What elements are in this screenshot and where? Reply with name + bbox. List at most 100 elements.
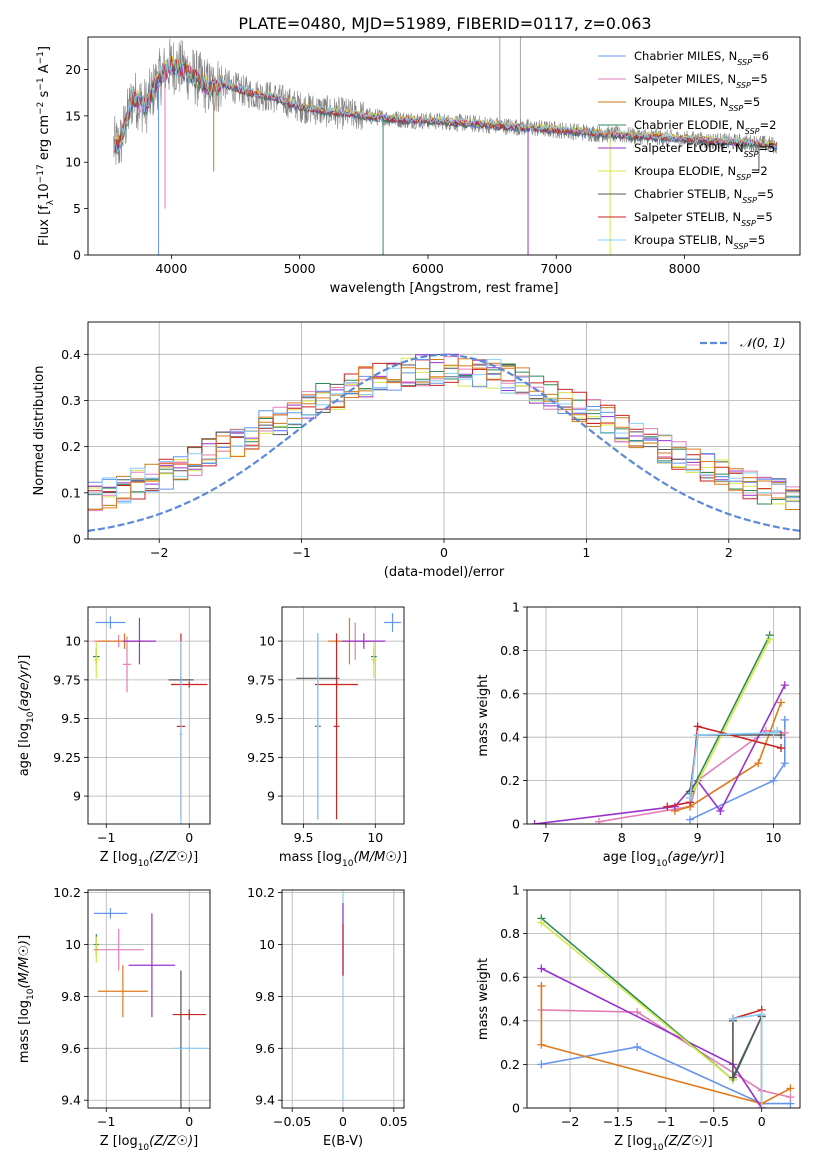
mass-weight-line (732, 1016, 763, 1108)
legend-label: Chabrier MILES, NSSP=6 (634, 49, 769, 67)
figure-title: PLATE=0480, MJD=51989, FIBERID=0117, z=0… (238, 14, 651, 33)
plot-area-massweight-vs-Z (537, 914, 795, 1108)
label-part: SSP (742, 196, 757, 205)
label-part: mass [log (279, 850, 342, 865)
x-tick-label: 9.5 (294, 830, 314, 845)
plus-marker (530, 820, 539, 824)
legend-label: Chabrier ELODIE, NSSP=2 (634, 118, 776, 136)
label-part: SSP (741, 219, 756, 228)
label-part: 10 (342, 859, 354, 869)
x-tick-label: 0 (339, 1114, 347, 1129)
label-part: SSP (745, 127, 760, 136)
label-part: (age/yr) (17, 660, 32, 712)
x-tick-label: 7 (542, 830, 550, 845)
plus-marker (595, 817, 604, 824)
plot-area-age-vs-mass (296, 613, 402, 820)
y-tick-label: 10.2 (53, 885, 81, 900)
x-tick-label: 1 (582, 545, 590, 560)
x-tick-label: 5000 (284, 261, 316, 276)
axes-frame (281, 606, 405, 825)
axes-massweight-vs-Z: −2 −1.5 −1 −0.5 0 0 0.2 0.4 0.6 0.8 1 Z [log10(Z/Z☉… (476, 883, 801, 1153)
y-tick-label: 0.2 (61, 439, 81, 454)
mass-weight-line (540, 985, 791, 1105)
residual-histogram (88, 359, 800, 502)
y-tick-label: 0.4 (61, 347, 81, 362)
y-tick-label: 9.4 (61, 1093, 81, 1108)
label-part: SSP (737, 58, 752, 67)
label-part: 10 (26, 711, 36, 723)
mass-weight-line (689, 634, 771, 794)
x-axis-label: E(B-V) (323, 1134, 363, 1149)
plus-marker (780, 759, 789, 768)
plot-area-mass-vs-Z (93, 908, 206, 1108)
label-part: 10 (656, 859, 668, 869)
label-part: ] (719, 850, 724, 865)
mass-weight-line (689, 730, 778, 799)
label-part: Salpeter ELODIE, N (634, 141, 744, 155)
y-tick-label: 9.5 (255, 711, 275, 726)
errorbar-point (316, 633, 320, 820)
label-part: ] (37, 46, 52, 51)
y-tick-label: 9.25 (247, 750, 275, 765)
x-tick-label: 10 (766, 830, 782, 845)
label-part: A (37, 64, 52, 77)
axes-frame (87, 606, 211, 825)
axes-frame (526, 889, 801, 1109)
label-part: =5 (757, 187, 774, 201)
legend-label: Kroupa MILES, NSSP=5 (634, 95, 760, 113)
plus-marker (686, 793, 695, 802)
errorbar-point (172, 1045, 206, 1051)
normal-curve (88, 353, 800, 532)
y-tick-label: 0 (73, 248, 81, 263)
label-part: =6 (752, 49, 769, 63)
label-part: 10 (138, 859, 150, 869)
x-tick-label: −1 (657, 1114, 675, 1129)
x-tick-label: −0.5 (699, 1114, 729, 1129)
axes-spectrum: 4000 5000 6000 7000 8000 0 5 10 15 20 wavelength [… (36, 36, 801, 296)
y-tick-label: 9 (73, 789, 81, 804)
axes-frame (87, 889, 211, 1109)
x-tick-label: 8 (618, 830, 626, 845)
errorbar-point (95, 616, 126, 629)
y-tick-label: 9.6 (61, 1041, 81, 1056)
x-tick-label: −2 (150, 545, 168, 560)
label-part: =5 (743, 95, 760, 109)
label-part: Z [log (614, 1134, 652, 1149)
plus-marker (693, 731, 702, 740)
legend-label: Salpeter STELIB, NSSP=5 (634, 210, 773, 228)
plus-marker (786, 1093, 795, 1102)
x-tick-label: 0.05 (380, 1114, 408, 1129)
label-part: Chabrier MILES, N (634, 49, 737, 63)
label-part: Z [log (100, 1134, 138, 1149)
plus-marker (537, 964, 546, 973)
y-tick-label: 0.1 (61, 485, 81, 500)
errorbar-point (122, 617, 157, 665)
legend-label: Chabrier STELIB, NSSP=5 (634, 187, 774, 205)
x-tick-label: −0.05 (273, 1114, 311, 1129)
x-axis-label: Z [log10(Z/Z☉)] (100, 850, 198, 869)
x-tick-label: −2 (561, 1114, 579, 1129)
label-part: 10 (138, 1143, 150, 1153)
axes-frame (87, 321, 801, 540)
label-part: Chabrier ELODIE, N (634, 118, 745, 132)
x-tick-label: 2 (725, 545, 733, 560)
label-part: (age/yr) (667, 850, 719, 865)
label-part: (M/M☉) (353, 850, 402, 865)
plus-marker (777, 744, 786, 753)
y-tick-label: 10 (65, 634, 81, 649)
label-part: (M/M☉) (17, 940, 32, 989)
errorbar-point (342, 923, 344, 976)
plus-marker (663, 802, 672, 811)
y-tick-label: 0.6 (500, 686, 520, 701)
plus-marker (537, 981, 546, 990)
label-part: ] (193, 850, 198, 865)
axes-frame (281, 889, 405, 1109)
axes-mass-vs-ebv: −0.05 0 0.05 9.4 9.6 9.8 10 10.2 E(B-V) (247, 885, 408, 1149)
plus-marker (633, 1008, 642, 1017)
plot-area-residuals (88, 353, 800, 532)
y-tick-label: 0.4 (500, 730, 520, 745)
mass-weight-line (540, 922, 734, 1081)
label-part: (Z/Z☉) (149, 1134, 193, 1149)
x-axis-label: mass [log10(M/M☉)] (279, 850, 407, 869)
